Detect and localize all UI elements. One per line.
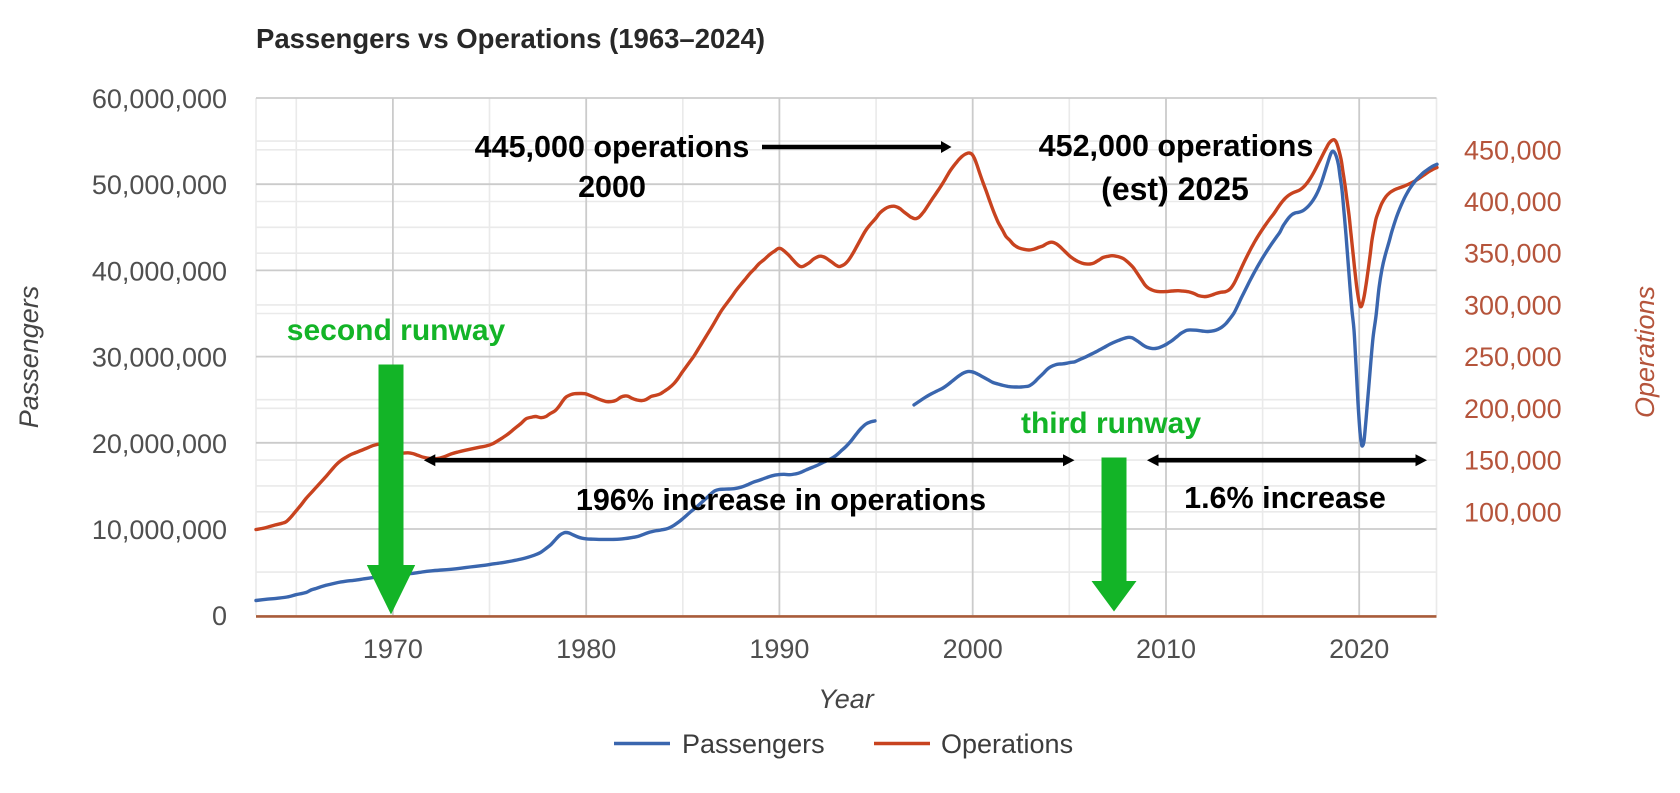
svg-text:Operations: Operations: [1630, 286, 1660, 418]
svg-text:second runway: second runway: [287, 314, 506, 347]
svg-text:1980: 1980: [556, 634, 616, 664]
svg-text:Operations: Operations: [941, 729, 1073, 759]
svg-text:30,000,000: 30,000,000: [92, 343, 227, 373]
svg-text:Passengers: Passengers: [14, 286, 44, 429]
svg-text:third runway: third runway: [1021, 407, 1201, 440]
svg-text:400,000: 400,000: [1464, 187, 1562, 217]
svg-text:1970: 1970: [363, 634, 423, 664]
svg-text:300,000: 300,000: [1464, 290, 1562, 320]
svg-text:10,000,000: 10,000,000: [92, 515, 227, 545]
svg-text:40,000,000: 40,000,000: [92, 256, 227, 286]
svg-text:Year: Year: [818, 684, 875, 714]
svg-text:Passengers vs Operations (1963: Passengers vs Operations (1963–2024): [256, 23, 765, 54]
svg-text:450,000: 450,000: [1464, 135, 1562, 165]
svg-text:196% increase in operations: 196% increase in operations: [576, 483, 986, 517]
svg-text:0: 0: [212, 601, 227, 631]
svg-text:150,000: 150,000: [1464, 446, 1562, 476]
svg-text:445,000 operations: 445,000 operations: [475, 130, 750, 164]
svg-text:2000: 2000: [943, 634, 1003, 664]
svg-text:2020: 2020: [1329, 634, 1389, 664]
svg-text:250,000: 250,000: [1464, 342, 1562, 372]
svg-text:350,000: 350,000: [1464, 239, 1562, 269]
svg-text:Passengers: Passengers: [682, 729, 825, 759]
svg-text:100,000: 100,000: [1464, 497, 1562, 527]
svg-text:452,000 operations: 452,000 operations: [1039, 129, 1314, 163]
svg-text:20,000,000: 20,000,000: [92, 429, 227, 459]
svg-text:1990: 1990: [749, 634, 809, 664]
svg-text:50,000,000: 50,000,000: [92, 170, 227, 200]
svg-text:1.6% increase: 1.6% increase: [1184, 481, 1386, 515]
svg-text:60,000,000: 60,000,000: [92, 84, 227, 114]
svg-text:200,000: 200,000: [1464, 394, 1562, 424]
svg-text:2010: 2010: [1136, 634, 1196, 664]
svg-text:(est) 2025: (est) 2025: [1101, 171, 1249, 207]
svg-text:2000: 2000: [578, 170, 646, 204]
